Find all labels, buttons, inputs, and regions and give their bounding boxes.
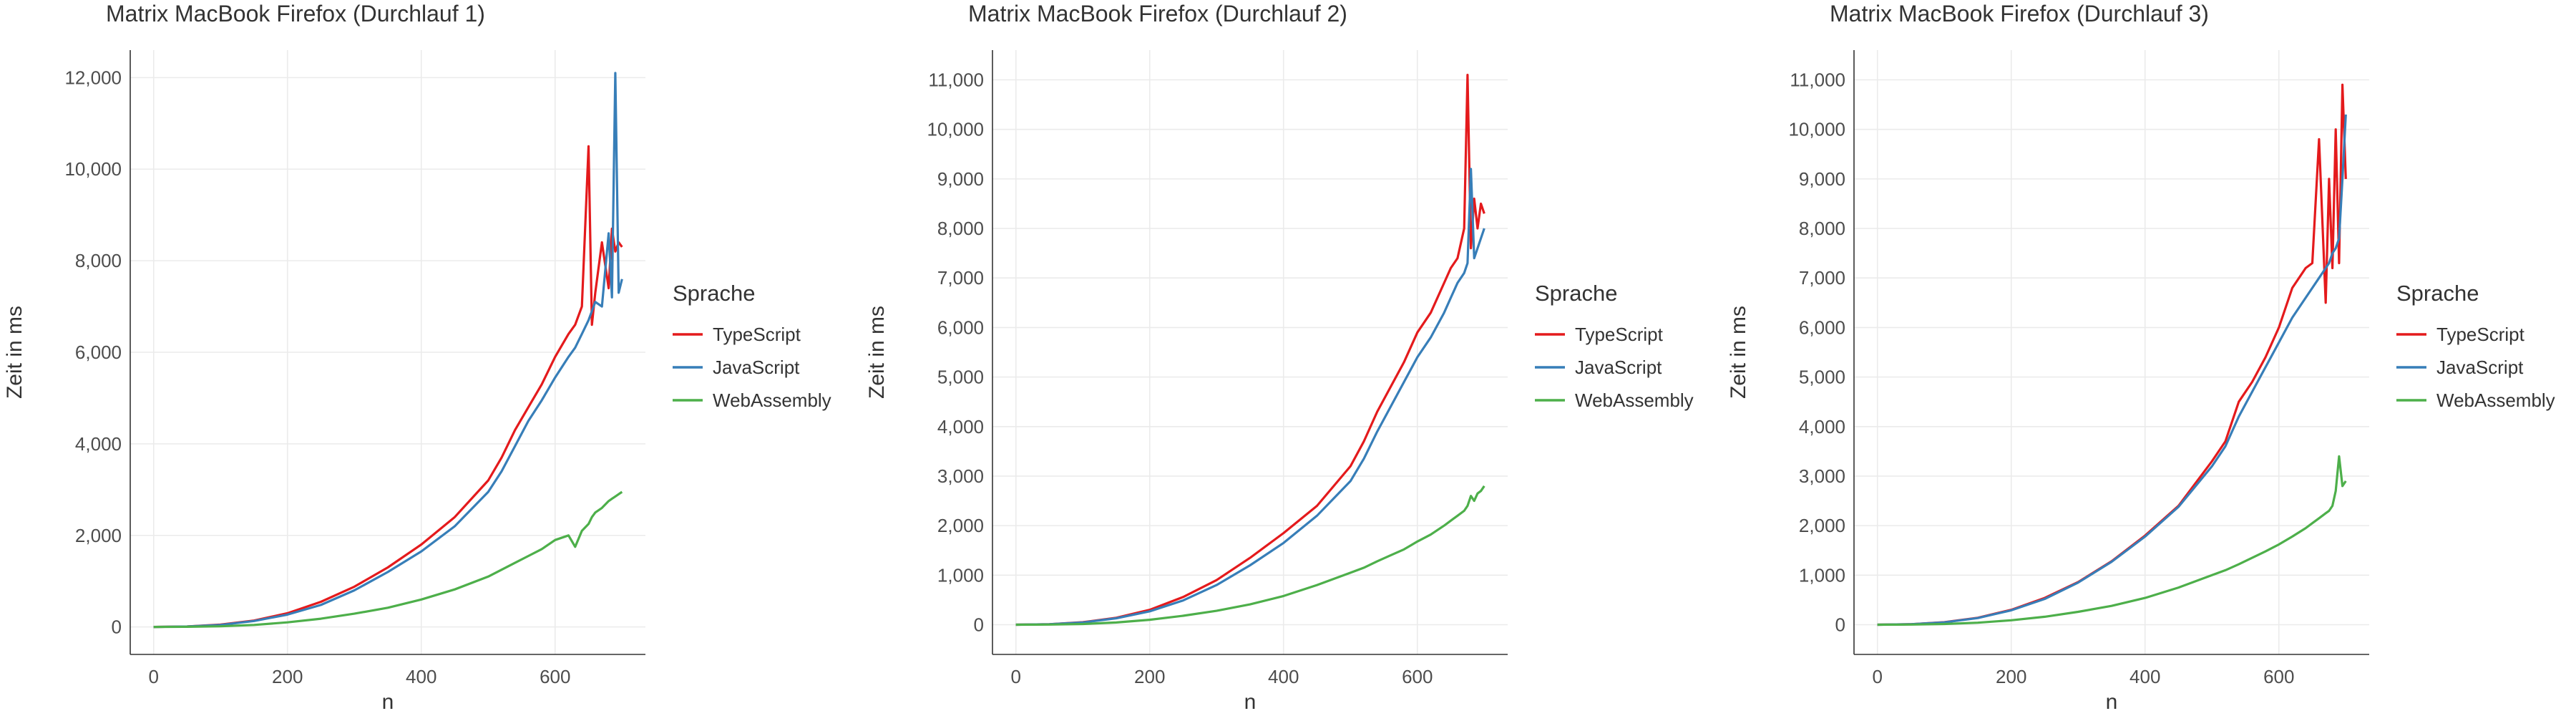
series-line-webassembly [153,490,623,629]
legend-label-webassembly: WebAssembly [2436,390,2555,411]
legend-label-typescript: TypeScript [2436,324,2525,345]
y-tick-label: 0 [1835,614,1845,635]
y-tick-label: 1,000 [1799,564,1845,586]
y-tick-label: 3,000 [1799,465,1845,487]
series-line-webassembly [1877,455,2347,626]
y-tick-label: 5,000 [937,367,984,388]
x-tick-label: 200 [272,666,303,687]
y-tick-label: 7,000 [1799,267,1845,289]
x-tick-label: 400 [2129,666,2160,687]
series-line-javascript [1015,168,1485,626]
y-tick-label: 2,000 [1799,515,1845,536]
legend-label-webassembly: WebAssembly [713,390,831,411]
y-tick-label: 12,000 [64,67,122,88]
chart-title: Matrix MacBook Firefox (Durchlauf 2) [968,1,1347,26]
x-axis-title: n [2106,690,2118,714]
y-tick-label: 11,000 [1790,69,1845,91]
y-tick-label: 6,000 [75,342,122,363]
y-axis-title: Zeit in ms [3,306,26,399]
legend-label-webassembly: WebAssembly [1575,390,1694,411]
chart-panel-2: 0 1,000 2,000 3,000 4,000 5,000 6,000 7,000 8,00… [865,1,1694,714]
legend-label-typescript: TypeScript [1575,324,1664,345]
legend-title: Sprache [1535,281,1617,306]
y-tick-label: 8,000 [937,218,984,239]
y-tick-label: 9,000 [937,168,984,190]
x-tick-label: 400 [1268,666,1299,687]
y-tick-label: 10,000 [64,158,122,180]
chart-panel-3: 0 1,000 2,000 3,000 4,000 5,000 6,000 7,000 8,00… [1727,1,2555,714]
y-tick-label: 4,000 [75,433,122,455]
y-tick-label: 2,000 [937,515,984,536]
legend: Sprache TypeScript JavaScript WebAssembly [2396,281,2555,411]
legend-label-typescript: TypeScript [713,324,801,345]
y-tick-label: 11,000 [928,69,984,91]
y-tick-label: 10,000 [927,119,984,140]
series-line-javascript [153,72,623,629]
legend-label-javascript: JavaScript [713,357,800,378]
y-tick-label: 6,000 [1799,316,1845,338]
y-tick-label: 9,000 [1799,168,1845,190]
y-tick-label: 3,000 [937,465,984,487]
x-tick-label: 600 [1402,666,1433,687]
x-tick-label: 200 [1134,666,1165,687]
y-axis-title: Zeit in ms [865,306,889,399]
x-tick-label: 0 [1010,666,1020,687]
legend-label-javascript: JavaScript [1575,357,1662,378]
x-tick-label: 200 [1996,666,2026,687]
x-tick-label: 600 [2263,666,2294,687]
legend: Sprache TypeScript JavaScript WebAssembly [673,281,831,411]
legend-label-javascript: JavaScript [2436,357,2524,378]
x-axis-title: n [1244,690,1257,714]
chart-panel-1: 0 2,000 4,000 6,000 8,000 10,000 12,000 0 200 400… [3,1,831,714]
y-tick-label: 7,000 [937,267,984,289]
x-tick-label: 400 [406,666,436,687]
series-line-typescript [153,145,623,629]
y-axis-title: Zeit in ms [1727,306,1750,399]
y-tick-label: 0 [112,616,122,638]
y-tick-label: 2,000 [75,525,122,546]
y-tick-label: 8,000 [1799,218,1845,239]
legend: Sprache TypeScript JavaScript WebAssembly [1535,281,1694,411]
y-tick-label: 4,000 [937,416,984,437]
chart-title: Matrix MacBook Firefox (Durchlauf 1) [106,1,485,26]
legend-title: Sprache [673,281,755,306]
x-tick-label: 0 [148,666,158,687]
y-tick-label: 5,000 [1799,367,1845,388]
x-tick-label: 600 [540,666,570,687]
x-tick-label: 0 [1872,666,1882,687]
x-axis-title: n [382,690,394,714]
y-tick-label: 4,000 [1799,416,1845,437]
series-line-webassembly [1015,485,1485,626]
chart-title: Matrix MacBook Firefox (Durchlauf 3) [1830,1,2209,26]
y-tick-label: 10,000 [1788,119,1845,140]
y-tick-label: 6,000 [937,316,984,338]
series-line-typescript [1877,83,2347,626]
legend-title: Sprache [2396,281,2479,306]
y-tick-label: 0 [974,614,984,635]
y-tick-label: 8,000 [75,250,122,271]
y-tick-label: 1,000 [937,564,984,586]
series-line-javascript [1877,114,2347,626]
